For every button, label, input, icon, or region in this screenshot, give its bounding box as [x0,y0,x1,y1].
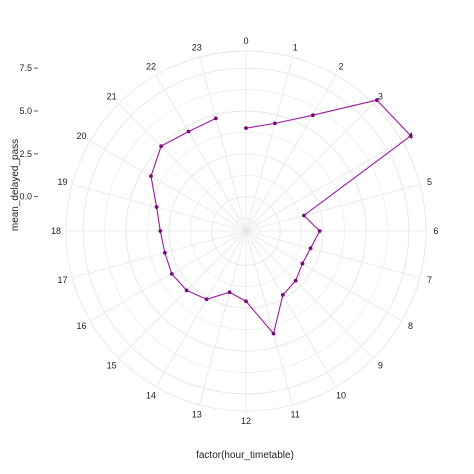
y-tick-label: 2.5 [19,149,32,159]
angle-tick-label: 16 [76,321,86,331]
data-point [169,271,174,276]
grid-spoke [245,74,337,232]
grid-spoke [89,230,247,322]
angle-tick-label: 5 [427,177,432,187]
data-point [184,288,189,293]
grid-spoke [245,230,403,322]
angle-tick-label: 2 [338,62,343,72]
polar-grid [65,50,427,412]
series-line-layer [150,99,412,335]
angle-tick-label: 7 [427,275,432,285]
angle-tick-label: 10 [336,391,346,401]
data-point [302,213,306,218]
grid-spoke [245,57,293,232]
grid-spoke [245,230,293,405]
grid-spoke [199,230,247,405]
series-points-layer [149,98,413,336]
angle-tick-label: 15 [107,360,117,370]
data-point [204,297,209,302]
angle-tick-label: 19 [57,177,67,187]
data-point [300,261,305,266]
angle-tick-label: 14 [146,391,156,401]
y-axis-title: mean_delayed_pass [10,139,21,231]
grid-spoke [89,140,247,232]
angle-tick-label: 0 [243,36,248,46]
angle-tick-label: 12 [241,416,251,426]
data-point [317,229,322,233]
grid-spoke [199,57,247,232]
angle-tick-label: 3 [378,92,383,102]
angle-tick-label: 9 [378,360,383,370]
y-axis: 0.0 2.5 5.0 7.5 [19,63,38,202]
y-tick-label: 0.0 [19,192,32,202]
grid-spoke [245,103,374,232]
angle-tick-labels: 01234567891011121314151617181920212223 [51,36,439,426]
angle-tick-label: 23 [192,43,202,53]
x-axis-title: factor(hour_timetable) [196,450,294,461]
data-point [272,121,277,126]
data-point [227,290,232,295]
data-point [310,113,315,118]
grid-spoke [118,230,247,359]
data-point [154,205,159,209]
data-point [293,278,298,283]
series-line [150,99,412,335]
angle-tick-label: 1 [293,43,298,53]
data-point [162,250,167,255]
data-point [271,331,276,336]
data-point [186,129,191,134]
grid-spoke [245,184,420,232]
grid-spoke [155,74,247,232]
data-point [244,126,248,131]
y-tick-label: 5.0 [19,106,32,116]
grid-spoke [72,230,247,278]
grid-spoke [118,103,247,232]
angle-tick-label: 22 [146,62,156,72]
data-point [213,116,218,121]
grid-spoke [245,230,374,359]
data-point [375,98,379,102]
angle-tick-label: 8 [408,321,413,331]
angle-tick-label: 6 [433,226,438,236]
angle-tick-label: 13 [192,410,202,420]
data-point [244,299,248,304]
grid-spoke [245,230,337,388]
angle-tick-label: 11 [291,410,300,420]
data-point [158,229,163,233]
data-point [149,174,153,179]
grid-spoke [245,140,403,232]
data-point [308,246,313,251]
data-point [408,133,413,138]
grid-spoke [155,230,247,388]
grid-spoke [72,184,247,232]
data-point [280,292,285,297]
angle-tick-label: 17 [57,275,67,285]
angle-tick-label: 20 [76,131,86,141]
data-point [159,144,164,149]
angle-tick-label: 18 [51,226,61,236]
grid-spoke [245,230,420,278]
y-tick-label: 7.5 [19,63,32,73]
angle-tick-label: 21 [107,92,117,102]
